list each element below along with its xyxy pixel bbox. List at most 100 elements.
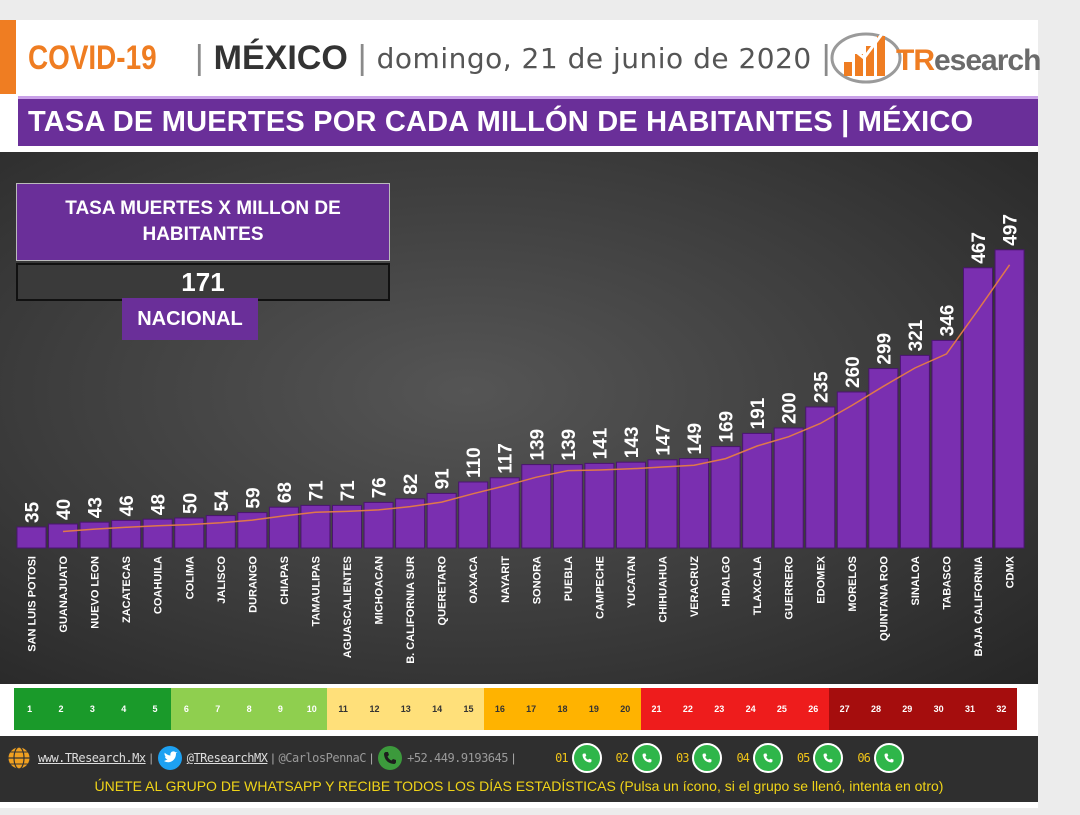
category-label: MICHOACAN [374, 556, 386, 624]
bar-value-label: 299 [874, 333, 895, 365]
category-label: TLAXCALA [752, 556, 764, 615]
twitter-secondary[interactable]: @CarlosPennaC [278, 751, 367, 765]
bar-value-label: 149 [685, 423, 706, 455]
whatsapp-group-number: 06 [857, 751, 870, 765]
bar-value-label: 35 [23, 501, 44, 523]
whatsapp-group-number: 05 [796, 751, 810, 765]
bar-value-label: 346 [937, 305, 958, 337]
scale-cell: 19 [578, 688, 610, 730]
bar [268, 506, 299, 549]
twitter-icon[interactable] [157, 745, 183, 771]
bar-value-label: 497 [1001, 214, 1022, 246]
scale-cell: 14 [421, 688, 453, 730]
category-label: NAYARIT [500, 556, 512, 603]
whatsapp-icon[interactable] [692, 743, 723, 773]
category-label: CHIHUAHUA [658, 556, 670, 623]
bar [521, 464, 552, 549]
bar-value-label: 260 [843, 356, 864, 388]
national-box: TASA MUERTES X MILLON DE HABITANTES 171 [16, 183, 390, 301]
logo-bar-icon [866, 46, 874, 76]
header-date: domingo, 21 de junio de 2020 [376, 41, 812, 75]
national-title-box: TASA MUERTES X MILLON DE HABITANTES [16, 183, 390, 261]
bar [836, 391, 867, 549]
footer-separator: | [369, 751, 374, 765]
bar [111, 519, 142, 549]
category-label: TABASCO [941, 556, 953, 610]
category-label: GUERRERO [784, 556, 796, 620]
logo-bar-icon [855, 54, 863, 76]
page-title: TASA DE MUERTES POR CADA MILLÓN DE HABIT… [28, 106, 974, 138]
footer-separator: | [149, 751, 153, 765]
category-label: SONORA [531, 556, 543, 604]
bar-value-label: 321 [906, 319, 927, 351]
scale-cell: 30 [922, 688, 955, 730]
site-link[interactable]: www.TResearch.Mx [38, 751, 146, 765]
bar-value-label: 91 [433, 468, 454, 490]
header-country: MÉXICO [213, 38, 348, 77]
bar [332, 504, 362, 549]
logo-wordmark: TResearch [896, 44, 1041, 78]
scale-cell: 25 [766, 688, 798, 730]
scale-cell: 10 [296, 688, 328, 730]
bar [174, 517, 205, 549]
scale-cell: 5 [139, 688, 171, 730]
scale-cell: 7 [202, 688, 234, 730]
bar [805, 406, 836, 549]
whatsapp-icon[interactable] [813, 743, 844, 773]
scale-cell: 8 [233, 688, 265, 730]
logo-arrow-icon [838, 33, 884, 66]
national-label-box: NACIONAL [122, 298, 258, 340]
logo-research: esearch [934, 44, 1041, 77]
whatsapp-icon[interactable] [873, 743, 904, 773]
footer-links-row: www.TResearch.Mx | @TResearchMX | @Carlo… [6, 742, 904, 774]
category-label: OAXACA [468, 556, 480, 604]
category-label: SINALOA [910, 556, 922, 606]
bar-value-label: 48 [149, 494, 170, 515]
bar-value-label: 71 [338, 480, 359, 502]
category-label: QUERETARO [437, 556, 449, 626]
twitter-link[interactable]: @TResearchMX [186, 751, 268, 765]
scale-cell: 9 [264, 688, 297, 730]
bar [679, 458, 710, 549]
bar [237, 512, 268, 549]
bar [584, 462, 615, 549]
scale-cell: 23 [703, 688, 735, 730]
whatsapp-icon[interactable] [752, 743, 783, 773]
scale-cell: 11 [327, 688, 359, 730]
category-label: GUANAJUATO [58, 556, 70, 633]
globe-icon [7, 746, 31, 770]
scale-cell: 20 [609, 688, 641, 730]
bar-value-label: 50 [180, 493, 201, 514]
scale-cell: 27 [828, 688, 861, 730]
scale-cell: 18 [546, 688, 579, 730]
footer-message: ÚNETE AL GRUPO DE WHATSAPP Y RECIBE TODO… [94, 778, 944, 794]
bar [963, 267, 993, 549]
header-separator: | [821, 38, 831, 77]
category-label: SAN LUIS POTOSI [27, 556, 39, 652]
category-label: COLIMA [184, 556, 196, 599]
scale-cell: 26 [797, 688, 829, 730]
bar [79, 521, 110, 549]
bar-value-label: 467 [969, 232, 990, 264]
bar [48, 523, 79, 549]
scale-cell: 28 [860, 688, 892, 730]
bar [205, 515, 236, 549]
bar [16, 526, 47, 549]
national-title: TASA MUERTES X MILLON DE HABITANTES [65, 198, 341, 245]
footer-separator: | [271, 751, 275, 765]
bar-value-label: 40 [54, 499, 75, 520]
category-label: ZACATECAS [121, 556, 133, 623]
scale-cell: 21 [640, 688, 673, 730]
logo-bar-icon [844, 62, 852, 76]
bar-value-label: 71 [306, 480, 327, 502]
scale-cell: 15 [452, 688, 485, 730]
whatsapp-group-number: 03 [676, 751, 689, 765]
bar-value-label: 191 [748, 397, 769, 429]
whatsapp-icon[interactable] [571, 743, 602, 773]
scale-cell: 1 [14, 688, 46, 730]
whatsapp-group-number: 02 [615, 751, 629, 765]
category-label: MORELOS [847, 556, 859, 612]
bar [552, 464, 583, 549]
whatsapp-icon[interactable] [632, 743, 662, 773]
bar-value-label: 68 [275, 482, 296, 503]
